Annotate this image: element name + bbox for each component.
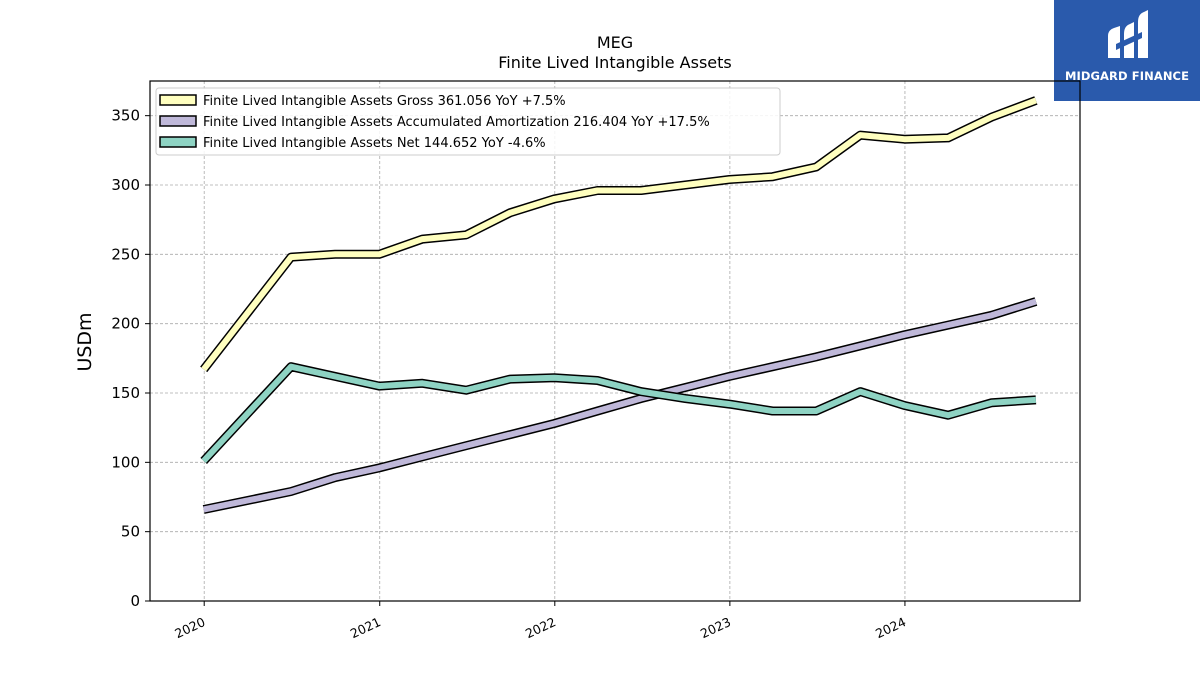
midgard-logo-icon xyxy=(1108,10,1148,58)
x-tick-label: 2024 xyxy=(873,614,908,641)
x-tick-label: 2023 xyxy=(698,614,733,641)
chart-subtitle: Finite Lived Intangible Assets xyxy=(498,53,731,72)
series-lines xyxy=(200,96,1038,514)
x-tick-label: 2022 xyxy=(523,614,558,641)
y-tick-label: 50 xyxy=(121,523,140,541)
y-axis-label: USDm xyxy=(74,312,96,371)
legend-label: Finite Lived Intangible Assets Accumulat… xyxy=(203,115,710,130)
legend-box xyxy=(155,87,781,156)
legend-swatch xyxy=(159,136,197,148)
grid-lines xyxy=(150,81,1080,602)
y-tick-label: 200 xyxy=(111,315,140,333)
series-line xyxy=(201,363,1037,463)
plot-frame xyxy=(149,80,1081,602)
legend-label: Finite Lived Intangible Assets Net 144.6… xyxy=(203,136,546,151)
x-tick-label: 2021 xyxy=(348,614,383,641)
y-tick-label: 150 xyxy=(111,384,140,402)
legend: Finite Lived Intangible Assets Gross 361… xyxy=(155,87,781,156)
brand-logo: MIDGARD FINANCE xyxy=(1054,0,1200,101)
series-3 xyxy=(200,362,1037,464)
y-tick-label: 100 xyxy=(111,453,140,471)
series-2 xyxy=(202,297,1038,514)
chart-title: MEG xyxy=(597,33,633,52)
x-tick-label: 2020 xyxy=(172,614,207,641)
legend-swatch xyxy=(159,115,197,127)
series-line xyxy=(203,298,1037,513)
y-tick-label: 0 xyxy=(130,592,140,610)
axis-ticks: 0 50 100 150 200 250 300 350 2020 2021 2022 2023 202… xyxy=(111,107,908,641)
brand-name: MIDGARD FINANCE xyxy=(1064,69,1190,83)
series-line xyxy=(201,97,1037,372)
series-1 xyxy=(200,96,1038,373)
legend-label: Finite Lived Intangible Assets Gross 361… xyxy=(203,94,566,109)
y-tick-label: 300 xyxy=(111,176,140,194)
legend-swatch xyxy=(159,94,197,106)
y-tick-label: 350 xyxy=(111,107,140,125)
series-line-outline xyxy=(200,362,1037,464)
y-tick-label: 250 xyxy=(111,245,140,263)
